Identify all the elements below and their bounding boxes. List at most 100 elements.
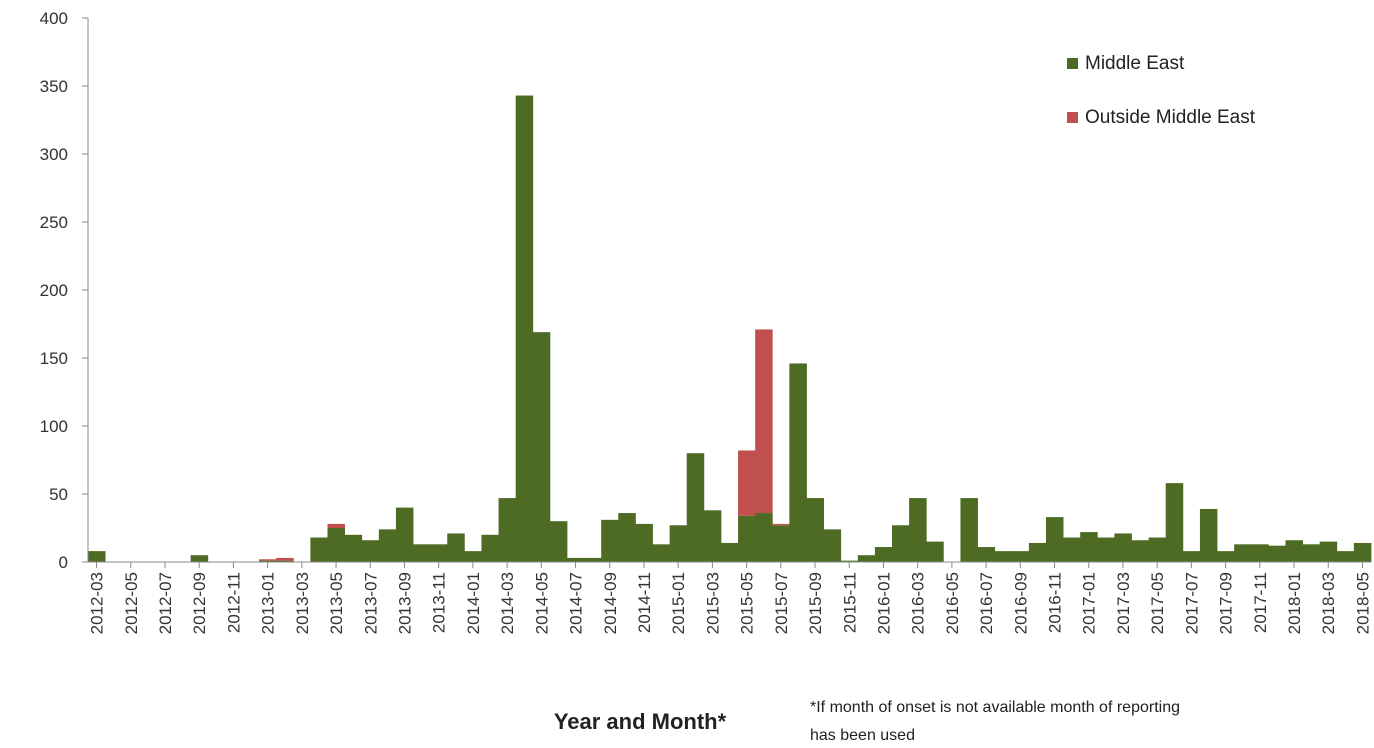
x-tick-label: 2015-11 (840, 572, 859, 633)
bar-middle-east-2017-12 (1268, 545, 1286, 562)
x-tick-label: 2013-01 (259, 572, 278, 634)
y-tick-label: 50 (49, 485, 68, 504)
legend-swatch-middle-east (1067, 58, 1078, 69)
bar-middle-east-2012-03 (88, 551, 106, 562)
bar-middle-east-2014-02 (481, 534, 499, 562)
legend-label-middle-east: Middle East (1085, 53, 1185, 74)
bar-middle-east-2013-11 (430, 544, 448, 562)
legend-swatch-outside-middle-east (1067, 112, 1078, 123)
footnote: *If month of onset is not available mont… (810, 699, 1180, 744)
x-axis-label: Year and Month* (554, 709, 727, 734)
x-tick-label: 2015-05 (738, 572, 757, 634)
bar-middle-east-2017-06 (1165, 483, 1184, 562)
y-tick-label: 100 (40, 417, 68, 436)
y-tick-label: 300 (40, 145, 68, 164)
bar-middle-east-2018-02 (1302, 544, 1321, 562)
bar-outside-middle-east-2015-05 (738, 450, 756, 516)
x-tick-label: 2017-01 (1080, 572, 1099, 634)
bar-middle-east-2017-07 (1182, 551, 1201, 562)
x-tick-label: 2016-09 (1011, 572, 1030, 634)
footnote-line-2: has been used (810, 727, 915, 744)
bar-middle-east-2017-04 (1131, 540, 1150, 562)
bar-middle-east-2017-05 (1148, 537, 1167, 562)
x-tick-label: 2018-01 (1285, 572, 1304, 634)
bar-outside-middle-east-2013-05 (327, 523, 345, 528)
y-tick-label: 350 (40, 77, 68, 96)
bar-middle-east-2013-10 (413, 544, 431, 562)
x-tick-label: 2016-01 (874, 572, 893, 634)
x-tick-label: 2014-05 (532, 572, 551, 634)
footnote-line-1: *If month of onset is not available mont… (810, 699, 1180, 716)
bar-middle-east-2015-07 (772, 525, 790, 562)
bar-middle-east-2015-04 (720, 542, 739, 562)
bar-middle-east-2013-01 (259, 560, 277, 562)
bar-middle-east-2014-11 (635, 523, 653, 562)
bar-middle-east-2013-05 (327, 528, 345, 562)
bar-middle-east-2016-09 (1011, 551, 1030, 562)
x-tick-label: 2017-05 (1148, 572, 1167, 634)
x-tick-label: 2014-07 (567, 572, 586, 634)
y-tick-label: 250 (40, 213, 68, 232)
bar-middle-east-2015-08 (789, 363, 807, 562)
bar-outside-middle-east-2013-02 (276, 557, 294, 561)
bar-middle-east-2013-04 (310, 537, 328, 562)
bar-middle-east-2017-09 (1217, 551, 1235, 562)
bar-middle-east-2018-05 (1353, 542, 1372, 562)
y-tick-label: 150 (40, 349, 68, 368)
x-tick-label: 2014-01 (464, 572, 483, 634)
x-tick-label: 2013-05 (327, 572, 346, 634)
bar-middle-east-2013-06 (344, 534, 363, 562)
bar-middle-east-2014-08 (584, 557, 602, 562)
bar-middle-east-2016-01 (874, 547, 893, 562)
bar-middle-east-2018-04 (1336, 551, 1355, 562)
x-tick-label: 2012-03 (88, 572, 107, 634)
bar-middle-east-2016-08 (994, 551, 1013, 562)
bar-middle-east-2017-02 (1097, 537, 1115, 562)
bar-middle-east-2013-07 (361, 540, 380, 562)
bar-middle-east-2017-10 (1234, 544, 1252, 562)
bar-middle-east-2016-04 (926, 541, 944, 562)
x-tick-label: 2013-09 (395, 572, 414, 634)
x-tick-label: 2012-07 (156, 572, 175, 634)
bar-middle-east-2016-07 (977, 547, 996, 562)
x-tick-label: 2017-11 (1251, 572, 1270, 633)
bar-middle-east-2015-01 (669, 525, 688, 562)
bar-middle-east-2016-02 (892, 525, 910, 562)
x-tick-label: 2014-11 (635, 572, 654, 633)
bar-middle-east-2014-05 (532, 332, 551, 562)
x-tick-label: 2015-07 (772, 572, 791, 634)
x-tick-label: 2013-11 (430, 572, 449, 633)
x-tick-label: 2016-11 (1046, 572, 1065, 633)
x-tick-label: 2018-05 (1353, 572, 1372, 634)
bar-middle-east-2016-10 (1028, 542, 1047, 562)
x-tick-label: 2014-03 (498, 572, 517, 634)
x-tick-label: 2016-07 (977, 572, 996, 634)
bar-middle-east-2015-06 (755, 513, 773, 562)
bar-middle-east-2013-02 (276, 560, 294, 562)
x-tick-label: 2015-01 (669, 572, 688, 634)
x-tick-label: 2013-03 (293, 572, 312, 634)
legend: Middle East Outside Middle East (1067, 53, 1256, 128)
x-tick-label: 2013-07 (361, 572, 380, 634)
bar-middle-east-2016-06 (960, 498, 978, 562)
bar-middle-east-2014-01 (464, 551, 482, 562)
y-tick-label: 0 (59, 553, 68, 572)
x-tick-label: 2014-09 (601, 572, 620, 634)
x-tick-label: 2012-09 (190, 572, 209, 634)
bar-middle-east-2014-07 (566, 557, 585, 562)
bar-middle-east-2017-08 (1199, 508, 1218, 562)
x-tick-label: 2016-05 (943, 572, 962, 634)
x-tick-label: 2015-03 (703, 572, 722, 634)
bar-middle-east-2012-09 (190, 555, 209, 562)
bar-middle-east-2014-06 (549, 521, 568, 562)
bar-middle-east-2015-09 (806, 498, 824, 562)
x-tick-label: 2017-09 (1217, 572, 1236, 634)
bars-layer (88, 95, 1372, 563)
x-tick-label: 2016-03 (909, 572, 928, 634)
bar-outside-middle-east-2013-01 (259, 559, 277, 561)
bar-middle-east-2014-12 (652, 544, 671, 562)
bar-middle-east-2015-02 (686, 453, 705, 562)
bar-middle-east-2014-09 (601, 519, 619, 562)
bar-middle-east-2013-09 (395, 507, 414, 562)
bar-middle-east-2014-03 (498, 498, 517, 562)
